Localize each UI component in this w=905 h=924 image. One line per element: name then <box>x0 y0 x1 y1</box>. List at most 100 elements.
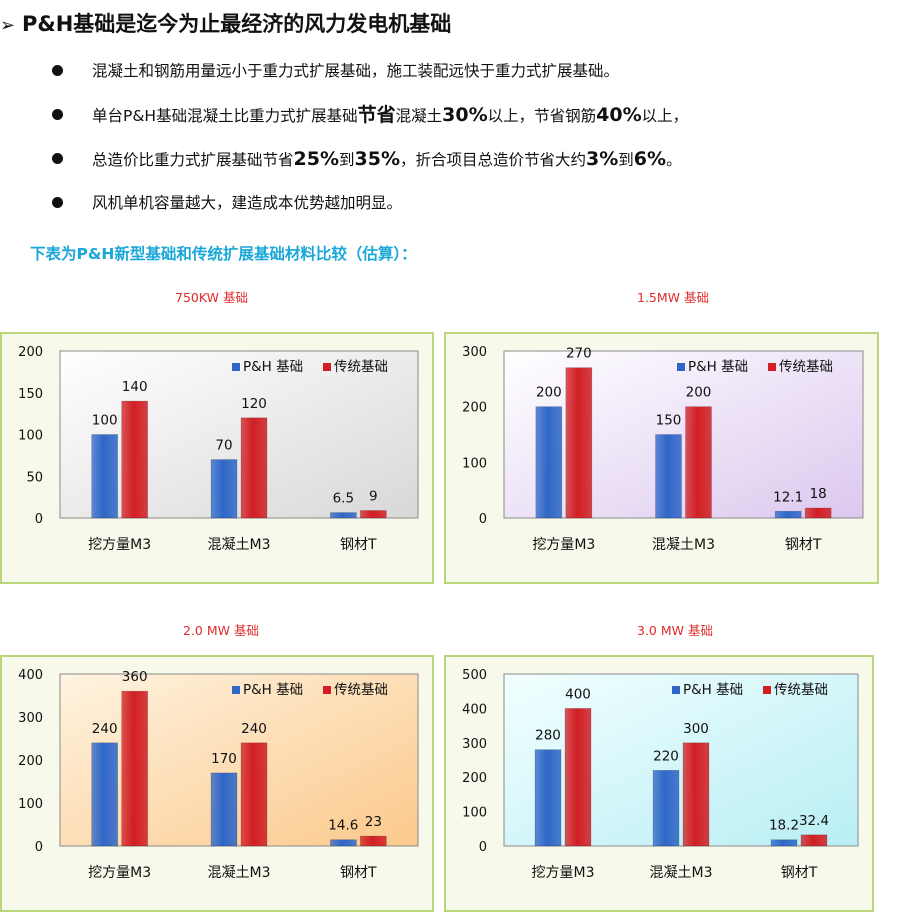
y-tick-label: 200 <box>462 771 487 786</box>
bullet-segment: 总造价比重力式扩展基础节省 <box>92 151 294 169</box>
bar-traditional <box>121 690 148 847</box>
bullet-emphasis: 6% <box>633 148 667 170</box>
arrow-bullet-icon: ➢ <box>0 15 16 36</box>
x-category-label: 钢材T <box>340 537 377 553</box>
data-label: 280 <box>535 728 561 744</box>
data-label: 300 <box>683 721 709 737</box>
bar-ph <box>91 434 118 519</box>
data-label: 12.1 <box>773 489 803 505</box>
bullet-dot-icon <box>52 65 63 76</box>
legend-swatch-ph <box>232 686 240 694</box>
y-tick-label: 200 <box>18 754 43 769</box>
bullet-emphasis: 25% <box>293 148 339 170</box>
data-label: 9 <box>369 488 378 504</box>
bar-traditional <box>804 507 832 519</box>
legend-swatch-ph <box>677 363 685 371</box>
legend-label: 传统基础 <box>774 681 828 698</box>
y-tick-label: 200 <box>462 401 487 416</box>
x-category-label: 挖方量M3 <box>88 537 151 553</box>
y-tick-label: 100 <box>462 456 487 471</box>
bar-ph <box>330 839 357 847</box>
bullet-text: 风机单机容量越大，建造成本优势越加明显。 <box>92 192 402 214</box>
y-tick-label: 500 <box>462 668 487 683</box>
y-tick-label: 400 <box>18 668 43 683</box>
bar-traditional <box>800 834 828 847</box>
y-tick-label: 0 <box>479 840 487 855</box>
bar-traditional <box>685 406 712 519</box>
bullet-text: 单台P&H基础混凝土比重力式扩展基础节省混凝土30%以上，节省钢筋40%以上， <box>92 104 688 127</box>
bar-traditional <box>240 417 268 519</box>
data-label: 18.2 <box>769 818 799 834</box>
x-category-label: 挖方量M3 <box>88 865 151 881</box>
bullet-segment: 单台P&H基础混凝土比重力式扩展基础 <box>92 107 358 125</box>
legend-label: P&H 基础 <box>243 358 303 375</box>
bullet-emphasis: 30% <box>442 104 488 126</box>
data-label: 200 <box>536 385 562 401</box>
legend-label: 传统基础 <box>334 681 388 698</box>
bar-ph <box>652 770 680 847</box>
legend-label: 传统基础 <box>779 358 833 375</box>
y-tick-label: 0 <box>35 840 43 855</box>
x-category-label: 钢材T <box>785 537 822 553</box>
data-label: 220 <box>653 748 679 764</box>
bar-ph <box>535 406 563 519</box>
data-label: 360 <box>122 669 148 685</box>
bar-ph <box>770 839 798 847</box>
bar-ph <box>210 772 238 847</box>
bullet-segment: 风机单机容量越大，建造成本优势越加明显。 <box>92 194 403 212</box>
bar-ph <box>774 510 802 519</box>
chart-title-1-5mw: 1.5MW 基础 <box>637 290 709 305</box>
bar-ph <box>655 434 682 519</box>
page-title-text: P&H基础是迄今为止最经济的风力发电机基础 <box>22 12 452 36</box>
chart-title-3-0mw: 3.0 MW 基础 <box>637 623 713 638</box>
y-tick-label: 0 <box>479 512 487 527</box>
plot-area <box>59 673 419 847</box>
y-tick-label: 200 <box>18 345 43 360</box>
y-tick-label: 0 <box>35 512 43 527</box>
bar-traditional <box>564 708 592 847</box>
data-label: 14.6 <box>328 818 358 834</box>
bullet-segment: 到 <box>339 151 355 169</box>
bar-ph <box>91 742 118 847</box>
chart-title-750kw: 750KW 基础 <box>175 290 248 305</box>
y-tick-label: 50 <box>26 470 43 485</box>
bullet-segment: 混凝土和钢筋用量远小于重力式扩展基础，施工装配远快于重力式扩展基础。 <box>92 62 620 80</box>
data-label: 150 <box>656 413 682 429</box>
bullet-dot-icon <box>52 153 63 164</box>
y-tick-label: 100 <box>18 797 43 812</box>
data-label: 200 <box>686 385 712 401</box>
legend-label: 传统基础 <box>334 358 388 375</box>
x-category-label: 混凝土M3 <box>652 537 715 553</box>
legend-label: P&H 基础 <box>688 358 748 375</box>
bullet-segment: 以上， <box>641 107 689 125</box>
chart-2-0mw: 0 100 200 300 400 240 360 挖方量M3 170 240 混凝土M3 14.6 2… <box>0 655 434 912</box>
y-tick-label: 300 <box>18 711 43 726</box>
legend-swatch-traditional <box>323 363 331 371</box>
legend-swatch-traditional <box>323 686 331 694</box>
y-tick-label: 300 <box>462 345 487 360</box>
page-title: ➢ P&H基础是迄今为止最经济的风力发电机基础 <box>0 8 451 38</box>
data-label: 100 <box>92 413 118 429</box>
legend-swatch-ph <box>232 363 240 371</box>
legend-label: P&H 基础 <box>683 681 743 698</box>
legend-swatch-ph <box>672 686 680 694</box>
bullet-emphasis: 40% <box>596 104 642 126</box>
x-category-label: 混凝土M3 <box>208 537 271 553</box>
data-label: 140 <box>122 379 148 395</box>
data-label: 70 <box>215 438 232 454</box>
bar-traditional <box>360 510 387 519</box>
data-label: 400 <box>565 686 591 702</box>
legend-swatch-traditional <box>768 363 776 371</box>
chart-1-5mw: 0 100 200 300 200 270 挖方量M3 150 200 混凝土M3 12.1 18 钢材… <box>444 332 879 584</box>
chart-750kw: 0 50 100 150 200 100 140 挖方量M3 70 120 混凝土M3 6.5 9 钢材T… <box>0 332 434 584</box>
bar-traditional <box>565 367 593 519</box>
bullet-emphasis: 节省 <box>357 104 396 126</box>
data-label: 240 <box>241 721 267 737</box>
bullet-segment: 混凝土 <box>395 107 443 125</box>
chart-title-2-0mw: 2.0 MW 基础 <box>183 623 259 638</box>
bullet-segment: ，折合项目总造价节省大约 <box>400 151 587 169</box>
y-tick-label: 300 <box>462 737 487 752</box>
x-category-label: 钢材T <box>781 865 818 881</box>
